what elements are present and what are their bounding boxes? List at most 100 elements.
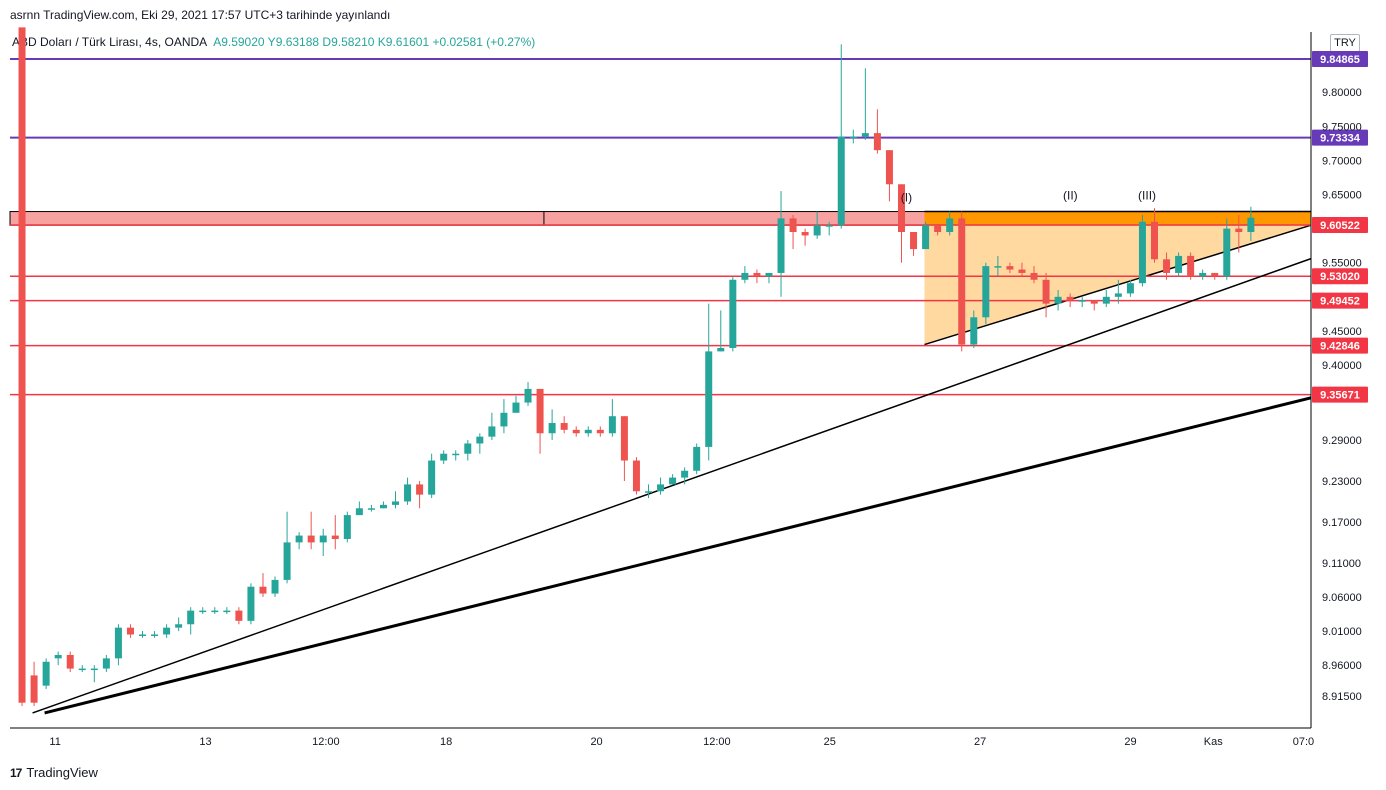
candle-body xyxy=(199,610,207,613)
candle-body xyxy=(54,654,62,659)
candle-body xyxy=(885,150,893,185)
candle-body xyxy=(1114,293,1122,297)
triangle-top-band xyxy=(924,211,1311,226)
candle-body xyxy=(163,627,171,635)
price-level-badge xyxy=(1312,386,1368,403)
candle-body xyxy=(90,668,98,671)
price-tick-label: 9.29000 xyxy=(1322,435,1362,447)
candle-body xyxy=(584,429,592,434)
candle-body xyxy=(512,402,520,413)
candle-body xyxy=(151,634,159,636)
candle-body xyxy=(825,225,833,227)
candle-body xyxy=(958,218,966,345)
candle-body xyxy=(548,423,556,434)
candle-body xyxy=(187,610,195,625)
price-level-label: 9.84865 xyxy=(1320,54,1360,66)
time-tick-label: 27 xyxy=(974,736,986,748)
footer-brand-label: TradingView xyxy=(26,765,98,780)
candle-body xyxy=(1150,221,1158,260)
candle-body xyxy=(1163,259,1171,273)
price-level-badge xyxy=(1312,337,1368,354)
candle-body xyxy=(416,484,424,495)
candle-body xyxy=(1235,228,1243,233)
candle-body xyxy=(765,272,773,277)
candle-body xyxy=(247,586,255,621)
candle-body xyxy=(392,501,400,505)
candle-body xyxy=(319,535,327,543)
wave-label: (I) xyxy=(901,190,912,204)
candle-body xyxy=(102,658,110,669)
candle-body xyxy=(934,225,942,233)
trendline xyxy=(44,396,1312,715)
candle-body xyxy=(813,225,821,236)
price-tick-label: 9.70000 xyxy=(1322,155,1362,167)
candle-body xyxy=(1211,272,1219,277)
candle-body xyxy=(66,654,74,669)
publish-info: asrnn TradingView.com, Eki 29, 2021 17:5… xyxy=(10,8,391,22)
candle-body xyxy=(1102,296,1110,304)
candle-body xyxy=(452,453,460,456)
time-tick-label: 07:0 xyxy=(1293,736,1314,748)
candle-body xyxy=(729,279,737,348)
time-tick-label: 20 xyxy=(590,736,602,748)
ohlc-values: A9.59020 Y9.63188 D9.58210 K9.61601 +0.0… xyxy=(213,35,536,49)
price-level-badge xyxy=(1312,217,1368,234)
triangle-bottom-line xyxy=(924,224,1312,346)
candle-body xyxy=(295,535,303,543)
candle-body xyxy=(355,508,363,516)
candle-body xyxy=(488,426,496,437)
candle-body xyxy=(1187,255,1195,277)
footer-brand[interactable]: 17 TradingView xyxy=(10,765,98,780)
price-tick-label: 9.75000 xyxy=(1322,121,1362,133)
price-level-label: 9.42846 xyxy=(1320,341,1360,353)
time-tick-label: Kas xyxy=(1204,736,1223,748)
currency-badge[interactable]: TRY xyxy=(1330,34,1360,52)
candle-body xyxy=(1126,283,1134,294)
price-tick-label: 9.65000 xyxy=(1322,190,1362,202)
price-tick-label: 8.91500 xyxy=(1322,691,1362,703)
candle-body xyxy=(259,586,267,594)
candle-body xyxy=(705,351,713,447)
candle-body xyxy=(994,266,1002,268)
candle-body xyxy=(837,136,845,226)
candle-body xyxy=(608,416,616,434)
candle-body xyxy=(428,460,436,495)
price-level-badge xyxy=(1312,292,1368,309)
candle-body xyxy=(1030,272,1038,280)
candle-body xyxy=(331,535,339,539)
price-tick-label: 9.17000 xyxy=(1322,517,1362,529)
candle-body xyxy=(922,225,930,250)
price-axis-group: 9.80000 9.75000 9.70000 9.65000 9.55000 9.450… xyxy=(10,32,1362,729)
candle-body xyxy=(1042,279,1050,304)
candle-body xyxy=(1247,217,1255,233)
candle-body xyxy=(657,484,665,492)
time-tick-label: 11 xyxy=(49,736,60,748)
price-tick-label: 9.55000 xyxy=(1322,258,1362,270)
wave-labels-group: (I) (II) (III) xyxy=(901,188,1156,204)
price-levels-group: 9.84865 9.73334 9.60522 9.53020 9.49452 9.428… xyxy=(10,51,1368,403)
candle-body xyxy=(644,491,652,493)
triangle-fill xyxy=(924,211,1311,345)
candle-body xyxy=(560,423,568,430)
candle-body xyxy=(620,416,628,461)
candle-body xyxy=(861,133,869,137)
price-level-label: 9.35671 xyxy=(1320,390,1360,402)
price-level-label: 9.49452 xyxy=(1320,296,1360,308)
candle-body xyxy=(78,668,86,671)
candle-body xyxy=(693,446,701,471)
symbol-name[interactable]: ABD Doları / Türk Lirası, 4s, OANDA xyxy=(12,35,208,49)
candle-body xyxy=(982,266,990,318)
candle-body xyxy=(717,347,725,352)
candle-body xyxy=(632,460,640,492)
price-tick-label: 9.45000 xyxy=(1322,326,1362,338)
candles-group xyxy=(18,27,1255,707)
candle-body xyxy=(1090,300,1098,304)
trendline xyxy=(32,257,1312,714)
candle-body xyxy=(114,627,122,659)
candle-body xyxy=(753,272,761,277)
candle-body xyxy=(139,634,147,636)
candle-body xyxy=(1054,296,1062,304)
price-level-label: 9.73334 xyxy=(1320,133,1361,145)
candle-body xyxy=(18,27,26,703)
